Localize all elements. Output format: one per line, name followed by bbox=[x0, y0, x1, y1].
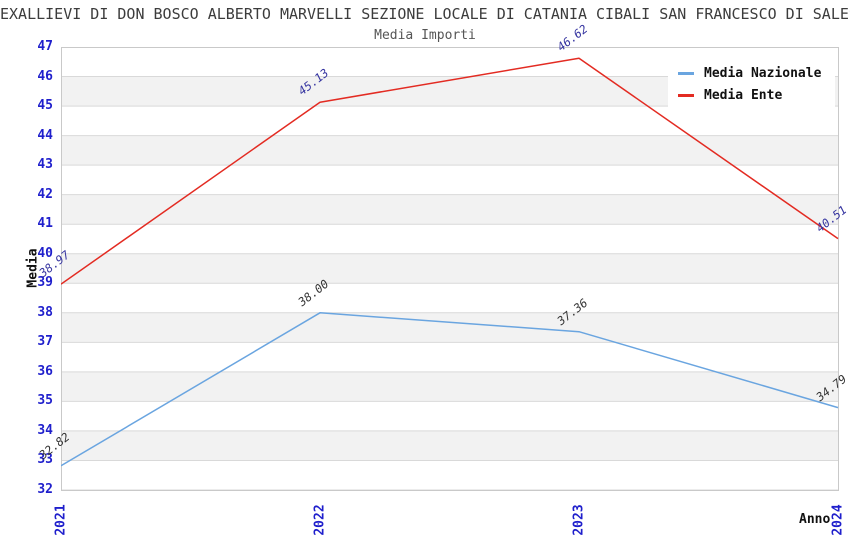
chart-title: EXALLIEVI DI DON BOSCO ALBERTO MARVELLI … bbox=[0, 5, 850, 23]
series-line-media-ente bbox=[61, 57, 839, 285]
legend-item-media-ente: Media Ente bbox=[678, 88, 821, 103]
plot-band bbox=[61, 253, 838, 284]
plot-band bbox=[61, 342, 838, 372]
plot-band bbox=[61, 460, 838, 490]
series-line-media-nazionale bbox=[61, 312, 839, 467]
y-tick-label: 35 bbox=[37, 393, 53, 409]
legend-item-media-nazionale: Media Nazionale bbox=[678, 66, 821, 81]
plot-band bbox=[61, 165, 838, 195]
plot-band bbox=[61, 430, 838, 461]
plot-band bbox=[61, 312, 838, 343]
legend: Media Nazionale Media Ente bbox=[668, 58, 836, 113]
x-tick-label: 2024 bbox=[830, 504, 846, 536]
y-tick-label: 43 bbox=[37, 157, 53, 173]
x-tick-label: 2021 bbox=[53, 504, 69, 536]
y-tick-label: 36 bbox=[37, 363, 53, 379]
y-tick-label: 34 bbox=[37, 422, 53, 438]
plot-area bbox=[61, 47, 839, 491]
plot-border bbox=[61, 47, 839, 491]
y-tick-label: 44 bbox=[37, 127, 53, 143]
x-axis-title: Anno bbox=[799, 512, 831, 527]
plot-band bbox=[61, 224, 838, 254]
plot-band bbox=[61, 135, 838, 166]
legend-label-media-ente: Media Ente bbox=[704, 88, 783, 103]
plot-band bbox=[61, 283, 838, 313]
y-tick-label: 33 bbox=[37, 452, 53, 468]
x-tick-label: 2022 bbox=[312, 504, 328, 536]
y-tick-label: 32 bbox=[37, 482, 53, 497]
y-tick-label: 38 bbox=[37, 304, 53, 320]
y-tick-label: 42 bbox=[37, 186, 53, 202]
y-tick-label: 45 bbox=[37, 98, 53, 114]
y-tick-label: 41 bbox=[37, 216, 53, 232]
plot-band bbox=[61, 401, 838, 431]
plot-band bbox=[61, 371, 838, 402]
x-tick-label: 2023 bbox=[571, 504, 587, 536]
legend-swatch-media-ente bbox=[678, 94, 694, 97]
y-tick-label: 46 bbox=[37, 68, 53, 84]
legend-swatch-media-nazionale bbox=[678, 72, 694, 75]
plot-band bbox=[61, 194, 838, 225]
y-axis-title: Media bbox=[25, 248, 41, 288]
y-tick-label: 37 bbox=[37, 334, 53, 350]
legend-label-media-nazionale: Media Nazionale bbox=[704, 66, 822, 81]
chart-subtitle: Media Importi bbox=[374, 28, 476, 43]
